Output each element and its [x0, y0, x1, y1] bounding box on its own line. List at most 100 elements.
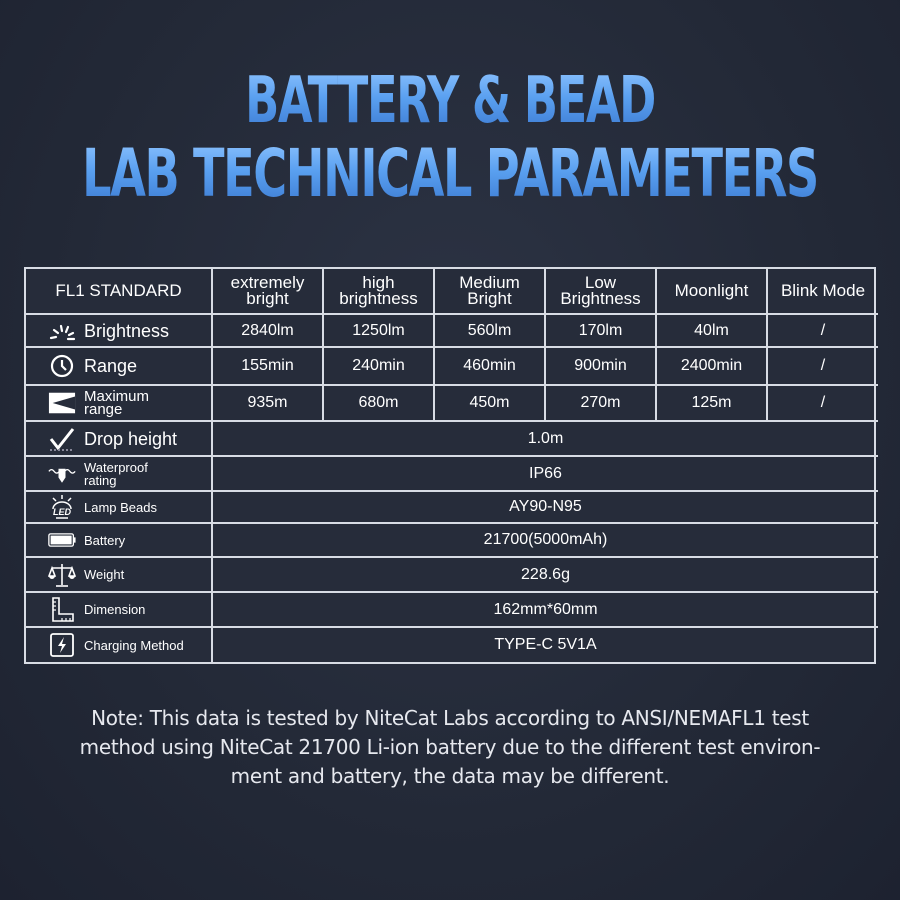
row-label: Maximum range	[26, 386, 213, 422]
value-cell: 155min	[213, 348, 324, 386]
brightness-icon	[48, 320, 76, 342]
cell-text: 900min	[574, 357, 627, 374]
cell-text: Maximum	[84, 388, 150, 405]
cell-text: Battery	[84, 532, 126, 548]
value-cell: 125m	[657, 386, 768, 422]
value-cell: 1.0m	[213, 422, 878, 457]
cell-text: Brightness	[84, 320, 170, 341]
row-label: Weight	[26, 558, 213, 593]
value-cell: TYPE-C 5V1A	[213, 628, 878, 662]
value-cell: 450m	[435, 386, 546, 422]
cell-text: AY90-N95	[509, 498, 582, 515]
cell-text: high	[362, 273, 395, 292]
cell-text: /	[820, 321, 826, 339]
led-icon: LED	[48, 495, 76, 519]
cell-text: Range	[84, 356, 138, 376]
value-cell: /	[768, 348, 878, 386]
cell-text: IP66	[529, 464, 562, 482]
row-label: Dimension	[26, 593, 213, 628]
value-cell: 240min	[324, 348, 435, 386]
cell-text: Brightness	[560, 289, 641, 308]
value-cell: 40lm	[657, 315, 768, 348]
value-cell: 680m	[324, 386, 435, 422]
row-label: Waterproof rating	[26, 457, 213, 492]
ruler-icon	[48, 596, 76, 622]
cell-text: 240min	[352, 357, 405, 374]
cell-text: 935m	[247, 394, 288, 411]
scale-icon	[48, 563, 76, 587]
cell-text: 170lm	[578, 321, 623, 339]
cell-text: 1250lm	[352, 321, 405, 339]
cell-text: 2400min	[680, 357, 743, 374]
header-mode: extremely bright	[213, 269, 324, 315]
test-note: Note: This data is tested by NiteCat Lab…	[30, 704, 870, 791]
value-cell: 460min	[435, 348, 546, 386]
clock-icon	[48, 354, 76, 378]
value-cell: 162mm*60mm	[213, 593, 878, 628]
cell-text: Blink Mode	[780, 281, 866, 300]
value-cell: 560lm	[435, 315, 546, 348]
header-mode: Blink Mode	[768, 269, 878, 315]
value-cell: 2840lm	[213, 315, 324, 348]
cell-text: extremely	[230, 273, 305, 292]
beam-distance-icon	[48, 392, 76, 414]
row-label: Charging Method	[26, 628, 213, 662]
value-cell: 935m	[213, 386, 324, 422]
value-cell: 1250lm	[324, 315, 435, 348]
row-label: Range	[26, 348, 213, 386]
cell-text: rating	[84, 472, 117, 488]
note-line: ment and battery, the data may be differ…	[230, 764, 670, 788]
value-cell: 270m	[546, 386, 657, 422]
cell-text: Medium	[459, 273, 520, 292]
value-cell: 21700(5000mAh)	[213, 524, 878, 558]
cell-text: 1.0m	[527, 429, 564, 447]
value-cell: 228.6g	[213, 558, 878, 593]
row-label: Drop height	[26, 422, 213, 457]
svg-text:LED: LED	[53, 507, 72, 517]
cell-text: 560lm	[467, 321, 512, 339]
cell-text: 270m	[580, 394, 621, 411]
cell-text: 125m	[691, 394, 732, 411]
value-cell: IP66	[213, 457, 878, 492]
title-line-2: LAB TECHNICAL PARAMETERS	[82, 135, 819, 212]
cell-text: range	[84, 401, 123, 418]
header-mode: Moonlight	[657, 269, 768, 315]
cell-text: Charging Method	[84, 637, 184, 653]
cell-text: 228.6g	[521, 565, 570, 583]
cell-text: 162mm*60mm	[493, 600, 598, 618]
header-mode: Low Brightness	[546, 269, 657, 315]
cell-text: 460min	[463, 357, 516, 374]
cell-text: 680m	[358, 394, 399, 411]
header-mode: high brightness	[324, 269, 435, 315]
header-mode: Medium Bright	[435, 269, 546, 315]
cell-text: /	[820, 357, 826, 374]
cell-text: Dimension	[84, 602, 146, 617]
note-line: method using NiteCat 21700 Li-ion batter…	[79, 735, 821, 759]
cell-text: 450m	[469, 394, 510, 411]
cell-text: Lamp Beads	[84, 499, 157, 515]
charging-icon	[48, 633, 76, 657]
row-label: LED Lamp Beads	[26, 492, 213, 524]
drop-icon	[48, 427, 76, 451]
cell-text: Weight	[84, 567, 125, 582]
parameters-table: FL1 STANDARD extremely bright high brightnes…	[24, 267, 878, 664]
cell-text: Low	[584, 273, 617, 292]
value-cell: 900min	[546, 348, 657, 386]
cell-text: brightness	[339, 289, 418, 308]
row-label: Battery	[26, 524, 213, 558]
cell-text: Waterproof	[84, 459, 148, 475]
cell-text: Drop height	[84, 428, 178, 449]
value-cell: /	[768, 386, 878, 422]
cell-text: bright	[246, 289, 289, 308]
battery-icon	[48, 529, 76, 551]
cell-text: Bright	[467, 289, 512, 308]
cell-text: FL1 STANDARD	[55, 281, 182, 300]
header-standard: FL1 STANDARD	[26, 269, 213, 315]
cell-text: Moonlight	[674, 281, 749, 300]
cell-text: TYPE-C 5V1A	[494, 636, 597, 653]
cell-text: 40lm	[694, 321, 729, 339]
waterproof-icon	[48, 463, 76, 485]
cell-text: 21700(5000mAh)	[483, 531, 608, 548]
value-cell: AY90-N95	[213, 492, 878, 524]
note-line: Note: This data is tested by NiteCat Lab…	[91, 706, 809, 730]
